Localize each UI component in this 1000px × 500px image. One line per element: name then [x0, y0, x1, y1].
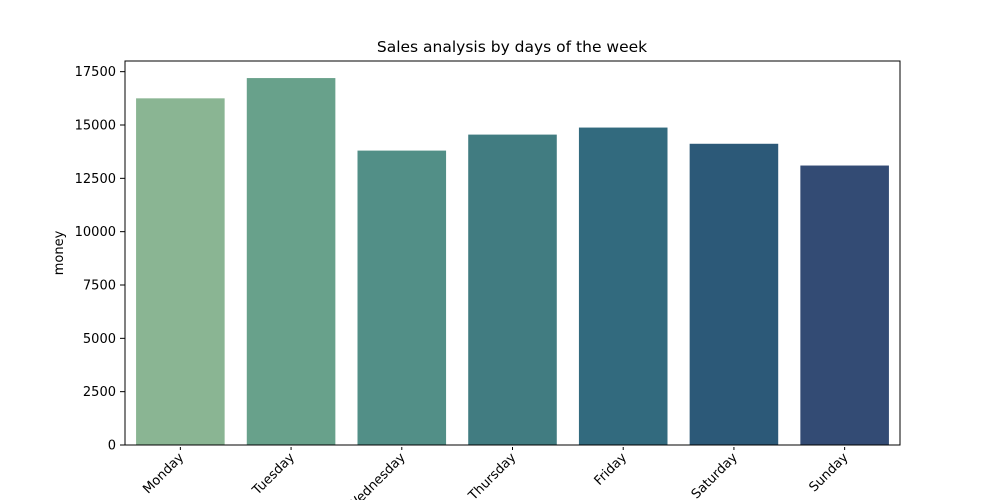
- bar-friday: [578, 127, 668, 445]
- x-tick-label: Saturday: [689, 450, 741, 500]
- y-tick-label: 2500: [83, 385, 116, 400]
- y-tick-label: 12500: [75, 172, 116, 187]
- y-axis: 0 2500 5000 7500 10000 12500 15000 17500: [75, 65, 125, 454]
- bars-group: [136, 78, 889, 446]
- bar-wednesday: [357, 150, 447, 445]
- bar-tuesday: [246, 78, 336, 446]
- chart-title: Sales analysis by days of the week: [377, 38, 647, 56]
- bar-monday: [136, 98, 225, 445]
- bar-thursday: [468, 134, 557, 445]
- x-tick-label: Wednesday: [345, 450, 409, 500]
- x-tick-label: Tuesday: [249, 450, 298, 499]
- x-tick-label: Thursday: [465, 450, 519, 500]
- bar-saturday: [689, 143, 779, 446]
- plot-frame: [124, 60, 901, 446]
- y-tick-label: 5000: [83, 332, 116, 347]
- y-tick-label: 17500: [75, 65, 116, 80]
- y-tick-label: 0: [108, 439, 116, 454]
- x-tick-label: Sunday: [806, 450, 851, 495]
- y-tick-label: 7500: [83, 279, 116, 294]
- bar-sunday: [800, 165, 889, 446]
- x-tick-label: Friday: [592, 450, 631, 489]
- y-tick-label: 10000: [75, 225, 116, 240]
- x-axis: Monday Tuesday Wednesday Thursday Friday Satu…: [140, 447, 852, 500]
- y-tick-label: 15000: [75, 119, 116, 134]
- y-axis-label: money: [52, 230, 67, 275]
- x-tick-label: Monday: [140, 450, 187, 497]
